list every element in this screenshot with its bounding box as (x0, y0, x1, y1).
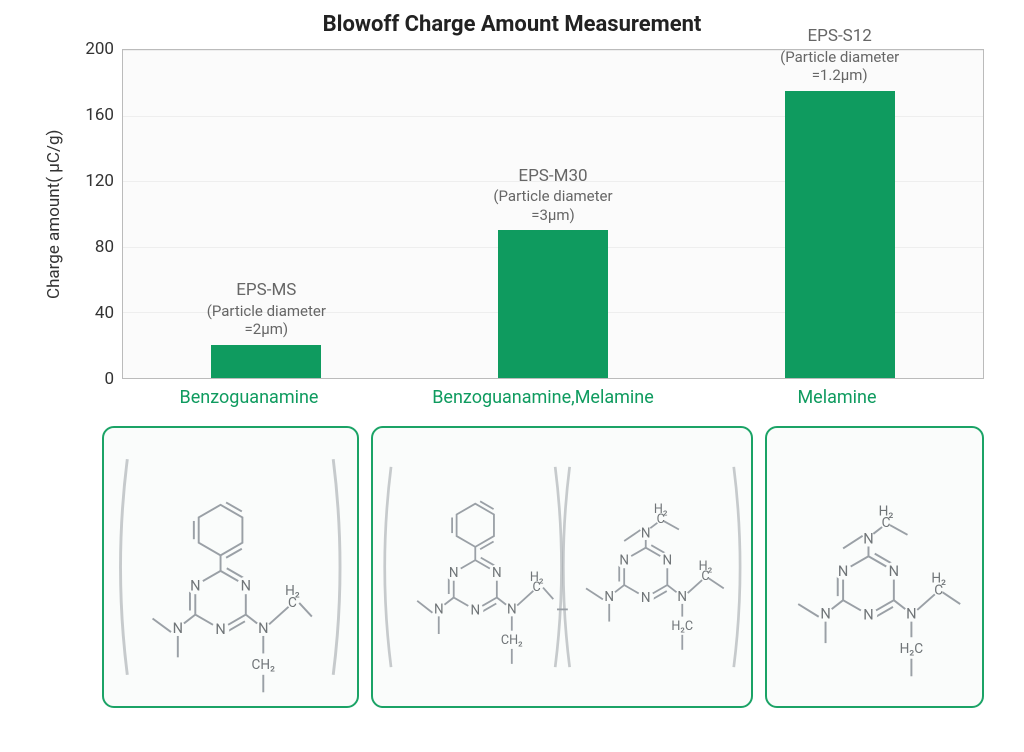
svg-text:CH₂: CH₂ (500, 633, 522, 648)
bar-annotation: EPS-M30(Particle diameter=3µm) (493, 166, 612, 225)
bar-annotation: EPS-S12(Particle diameter=1.2µm) (780, 26, 899, 85)
bar (498, 230, 608, 378)
svg-text:N: N (677, 589, 687, 605)
svg-text:C: C (288, 595, 297, 611)
bar-annotation: EPS-MS(Particle diameter=2µm) (207, 280, 326, 339)
x-label: Benzoguanamine (102, 387, 396, 408)
svg-text:N: N (241, 576, 251, 594)
bar-slot: EPS-MS(Particle diameter=2µm) (123, 50, 410, 378)
svg-text:N: N (864, 530, 874, 548)
bar (785, 91, 895, 378)
svg-text:H₂C: H₂C (900, 641, 924, 657)
y-axis-label: Charge amount( µC/g) (40, 49, 68, 379)
chart: Charge amount( µC/g) 04080120160200 EPS-… (40, 49, 984, 379)
svg-text:C: C (882, 515, 891, 531)
x-label: Melamine (690, 387, 984, 408)
svg-text:N: N (889, 562, 899, 580)
svg-text:N: N (907, 605, 917, 623)
svg-text:N: N (215, 620, 225, 638)
svg-text:C: C (701, 569, 709, 584)
svg-text:N: N (258, 619, 268, 637)
svg-text:N: N (604, 589, 614, 605)
svg-text:N: N (492, 565, 502, 581)
svg-text:C: C (935, 582, 944, 598)
svg-text:C: C (532, 580, 540, 595)
svg-text:N: N (190, 576, 200, 594)
svg-text:C: C (656, 512, 664, 527)
svg-text:CH₂: CH₂ (252, 657, 276, 673)
plot-area: EPS-MS(Particle diameter=2µm) EPS-M30(Par… (122, 49, 984, 379)
bar-slot: EPS-S12(Particle diameter=1.2µm) (696, 50, 983, 378)
y-ticks: 04080120160200 (68, 49, 122, 379)
svg-text:N: N (640, 590, 650, 606)
bar-slot: EPS-M30(Particle diameter=3µm) (410, 50, 697, 378)
svg-text:N: N (821, 605, 831, 623)
svg-text:N: N (838, 562, 848, 580)
svg-text:N: N (619, 553, 629, 569)
structure-box: NNNNH₂CNNH₂CH₂C (765, 426, 984, 708)
svg-text:N: N (448, 565, 458, 581)
svg-text:N: N (640, 525, 650, 541)
svg-text:N: N (864, 606, 874, 624)
x-label: Benzoguanamine,Melamine (396, 387, 690, 408)
structure-box: NNNNNH₂CCH₂NNNNH₂CNNH₂CH₂C (371, 426, 754, 708)
structure-diagrams: NNNNNH₂CCH₂NNNNNH₂CCH₂NNNNH₂CNNH₂CH₂CNNN… (102, 426, 984, 708)
svg-text:N: N (173, 619, 183, 637)
svg-text:H₂C: H₂C (671, 619, 693, 634)
bar (211, 345, 321, 378)
x-axis-labels: BenzoguanamineBenzoguanamine,MelamineMel… (102, 387, 984, 408)
structure-box: NNNNNH₂CCH₂ (102, 426, 359, 708)
svg-text:N: N (470, 602, 480, 618)
svg-text:N: N (662, 553, 672, 569)
svg-text:N: N (433, 602, 443, 618)
bars-container: EPS-MS(Particle diameter=2µm) EPS-M30(Par… (123, 50, 983, 378)
svg-text:N: N (506, 602, 516, 618)
